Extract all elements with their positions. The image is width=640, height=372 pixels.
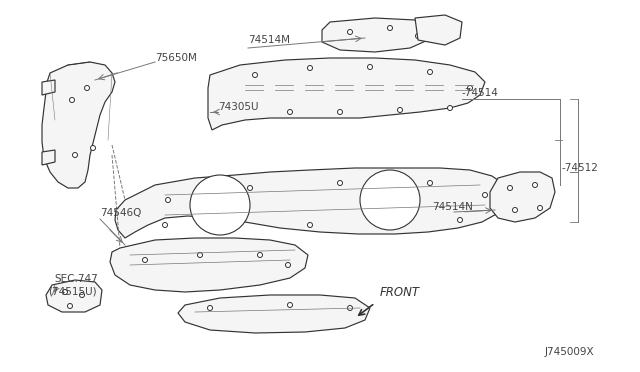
Circle shape <box>447 106 452 110</box>
Circle shape <box>538 205 543 211</box>
Polygon shape <box>42 80 55 95</box>
Text: 74514M: 74514M <box>248 35 290 45</box>
Text: 75650M: 75650M <box>155 53 197 63</box>
Polygon shape <box>42 150 55 165</box>
Circle shape <box>90 145 95 151</box>
Circle shape <box>367 64 372 70</box>
Circle shape <box>360 170 420 230</box>
Polygon shape <box>178 295 370 333</box>
Polygon shape <box>42 62 115 188</box>
Circle shape <box>508 186 513 190</box>
Circle shape <box>257 253 262 257</box>
Circle shape <box>428 180 433 186</box>
Circle shape <box>198 253 202 257</box>
Circle shape <box>513 208 518 212</box>
Circle shape <box>348 29 353 35</box>
Text: 74514N: 74514N <box>432 202 473 212</box>
Text: SEC.747: SEC.747 <box>54 274 98 284</box>
Circle shape <box>483 192 488 198</box>
Text: J745009X: J745009X <box>545 347 595 357</box>
Circle shape <box>287 109 292 115</box>
Polygon shape <box>208 58 485 130</box>
Circle shape <box>467 86 472 90</box>
Circle shape <box>428 70 433 74</box>
Polygon shape <box>115 168 508 238</box>
Polygon shape <box>490 172 555 222</box>
Polygon shape <box>110 238 308 292</box>
Circle shape <box>190 175 250 235</box>
Circle shape <box>84 86 90 90</box>
Circle shape <box>307 65 312 71</box>
Circle shape <box>79 292 84 298</box>
Circle shape <box>387 26 392 31</box>
Circle shape <box>287 302 292 308</box>
Circle shape <box>143 257 147 263</box>
Circle shape <box>67 304 72 308</box>
Text: -74512: -74512 <box>562 163 599 173</box>
Text: -74514: -74514 <box>462 88 499 98</box>
Polygon shape <box>322 18 430 52</box>
Text: (74515U): (74515U) <box>48 286 97 296</box>
Circle shape <box>307 222 312 228</box>
Polygon shape <box>46 280 102 312</box>
Polygon shape <box>415 15 462 45</box>
Text: 74305U: 74305U <box>218 102 259 112</box>
Circle shape <box>248 186 253 190</box>
Circle shape <box>337 180 342 186</box>
Circle shape <box>415 33 420 38</box>
Circle shape <box>63 289 67 295</box>
Circle shape <box>348 305 353 311</box>
Circle shape <box>166 198 170 202</box>
Text: FRONT: FRONT <box>380 286 420 299</box>
Circle shape <box>285 263 291 267</box>
Circle shape <box>72 153 77 157</box>
Text: 74546Q: 74546Q <box>100 208 141 218</box>
Circle shape <box>337 109 342 115</box>
Circle shape <box>163 222 168 228</box>
Circle shape <box>253 73 257 77</box>
Circle shape <box>532 183 538 187</box>
Circle shape <box>397 108 403 112</box>
Circle shape <box>458 218 463 222</box>
Circle shape <box>207 305 212 311</box>
Circle shape <box>70 97 74 103</box>
